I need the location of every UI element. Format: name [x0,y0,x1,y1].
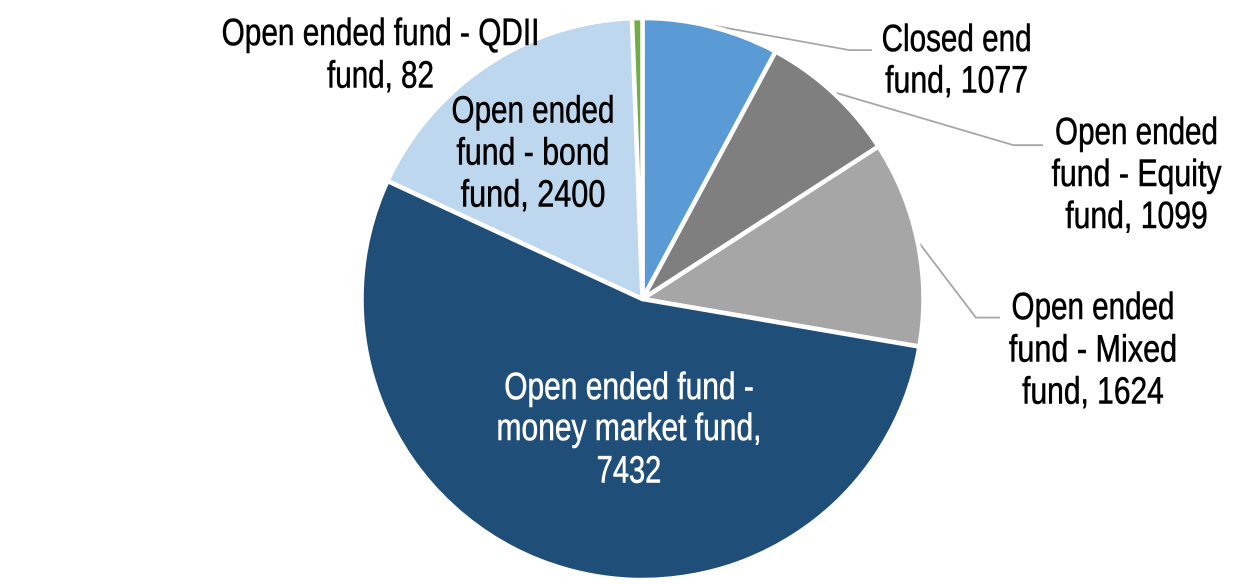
svg-text:Open ended fund -: Open ended fund - [504,365,754,407]
svg-text:fund - bond: fund - bond [457,131,610,173]
svg-text:fund, 2400: fund, 2400 [461,173,606,215]
svg-text:Open ended: Open ended [1012,286,1175,328]
svg-text:fund - Equity: fund - Equity [1051,153,1222,195]
svg-text:7432: 7432 [597,449,662,492]
svg-text:fund, 1077: fund, 1077 [885,59,1028,101]
svg-text:money market fund,: money market fund, [497,406,762,448]
svg-text:Open ended fund - QDII: Open ended fund - QDII [222,12,540,54]
svg-text:fund - Mixed: fund - Mixed [1009,328,1177,370]
svg-text:Open ended: Open ended [1055,111,1218,153]
svg-text:Closed end: Closed end [882,18,1032,60]
svg-text:fund, 82: fund, 82 [327,54,434,96]
svg-text:fund, 1624: fund, 1624 [1022,370,1164,412]
svg-text:fund, 1099: fund, 1099 [1065,195,1208,237]
svg-text:Open ended: Open ended [452,89,615,131]
